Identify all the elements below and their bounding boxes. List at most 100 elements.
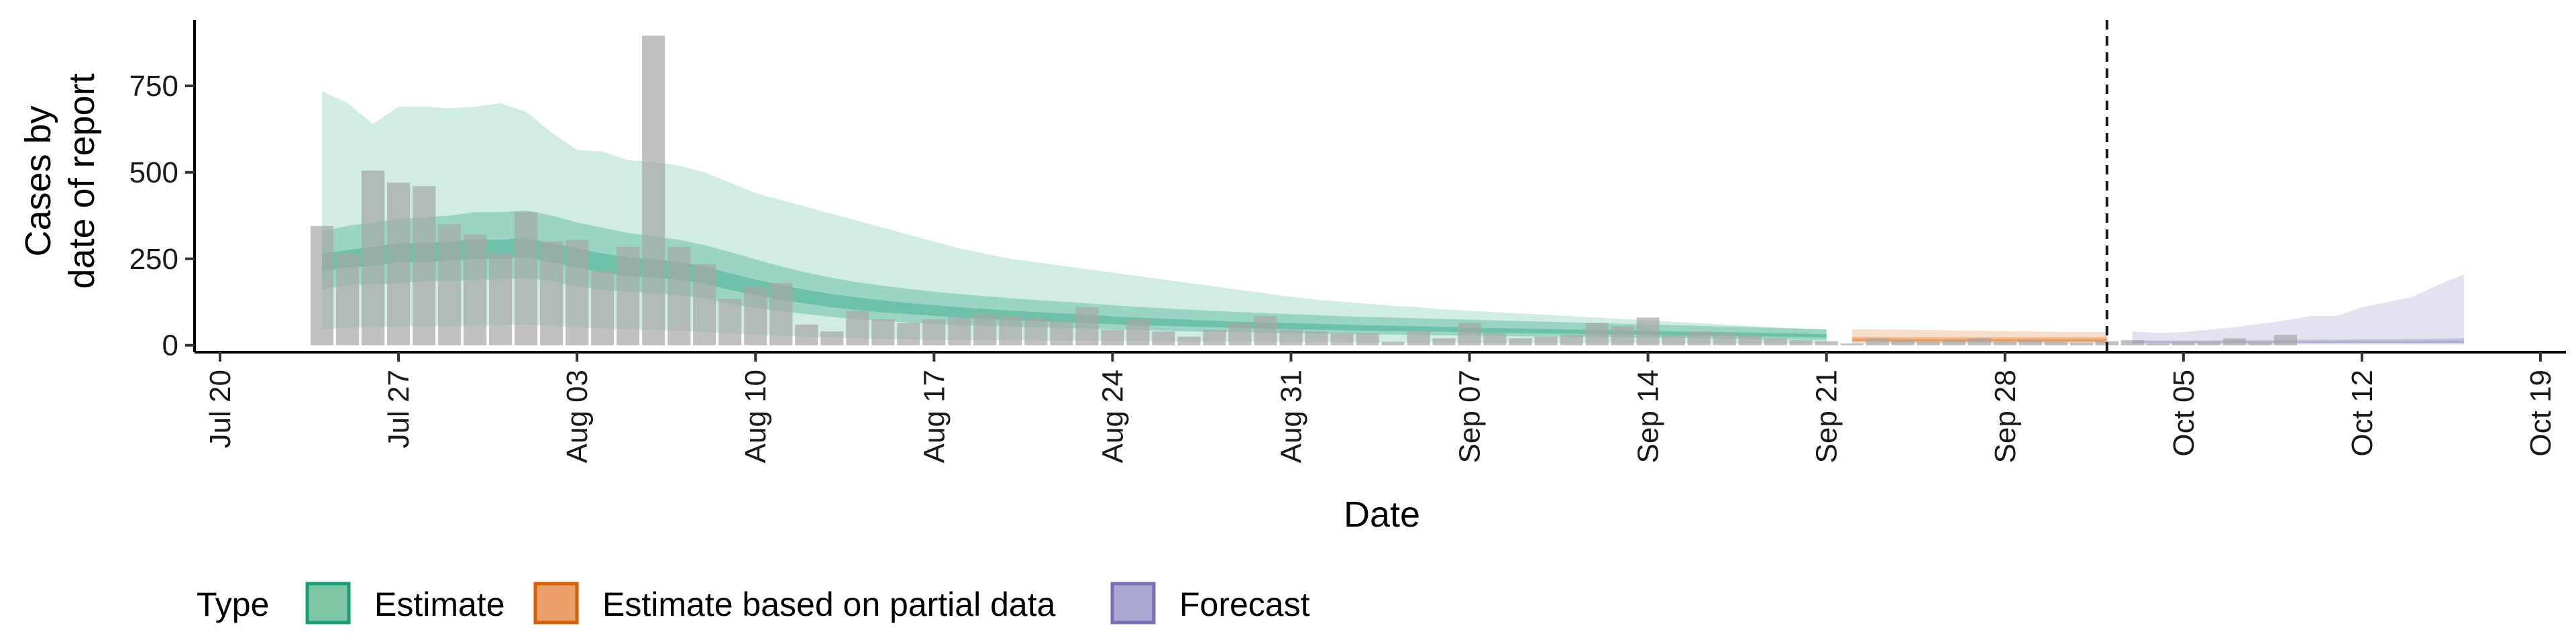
reported-cases-bar <box>540 241 564 345</box>
reported-cases-bar <box>591 270 614 345</box>
y-axis-title-line1: Cases by <box>18 105 58 256</box>
x-tick-label: Aug 31 <box>1275 370 1308 463</box>
reported-cases-bar <box>1509 338 1532 345</box>
reported-cases-bar <box>1101 329 1124 345</box>
legend-label: Estimate <box>374 586 505 623</box>
reported-cases-bar <box>1738 335 1762 345</box>
x-tick-label: Sep 14 <box>1632 370 1665 463</box>
x-tick-label: Sep 07 <box>1454 370 1487 463</box>
reported-cases-bar <box>1662 335 1685 345</box>
reported-cases-bar <box>820 331 844 345</box>
reported-cases-bar <box>948 317 971 345</box>
x-axis-title: Date <box>1344 494 1420 535</box>
reported-cases-bar <box>1432 338 1456 345</box>
reported-cases-bar <box>1152 331 1175 345</box>
y-tick-label: 750 <box>129 70 178 103</box>
x-tick-label: Jul 27 <box>382 370 415 448</box>
reported-cases-bar <box>2171 341 2195 345</box>
reported-cases-bar <box>667 246 691 345</box>
reported-cases-bar <box>336 254 360 345</box>
reported-cases-bar <box>1687 331 1711 345</box>
reported-cases-bar <box>2070 342 2093 345</box>
reported-cases-bar <box>489 254 513 345</box>
x-tick-label: Aug 17 <box>918 370 951 463</box>
x-tick-label: Oct 19 <box>2524 370 2557 457</box>
reported-cases-bar <box>769 282 793 345</box>
x-tick-label: Aug 24 <box>1096 370 1129 463</box>
reported-cases-bar <box>1305 331 1328 345</box>
reported-cases-bar <box>1993 341 2017 345</box>
reported-cases-bar <box>1636 317 1660 345</box>
reported-cases-bar <box>1279 329 1303 345</box>
reported-cases-bar <box>1050 321 1073 345</box>
x-tick-label: Oct 05 <box>2167 370 2200 457</box>
reported-cases-bar <box>362 170 385 345</box>
reported-cases-bar <box>1203 329 1226 345</box>
legend-key <box>305 582 351 625</box>
legend-label: Estimate based on partial data <box>602 586 1056 623</box>
legend-label: Forecast <box>1179 586 1310 623</box>
reported-cases-bar <box>438 224 462 345</box>
reported-cases-bar <box>616 246 640 345</box>
reported-cases-bar <box>1483 333 1507 345</box>
reported-cases-bar <box>1228 323 1252 345</box>
reported-cases-bar <box>795 324 818 345</box>
reported-cases-bar <box>1917 341 1940 345</box>
reported-cases-bar <box>2044 341 2068 345</box>
reported-cases-bar <box>1942 340 1966 345</box>
reported-cases-bar <box>922 319 946 345</box>
reported-cases-bar <box>1254 315 1277 345</box>
reported-cases-bar <box>2121 340 2144 345</box>
x-tick-label: Aug 10 <box>739 370 772 463</box>
reported-cases-bar <box>1840 343 1864 345</box>
legend: Type Estimate Estimate based on partial da… <box>197 582 1310 625</box>
reported-cases-bar <box>1330 333 1354 345</box>
reported-cases-bar <box>2248 341 2271 345</box>
reported-cases-bar <box>566 239 589 345</box>
reported-cases-bar <box>1585 323 1609 345</box>
reported-cases-bar <box>744 286 767 345</box>
x-axis-ticks: Jul 20 Jul 27 Aug 03 Aug 10 Aug 17 Aug 24 Aug … <box>204 352 2557 463</box>
reported-cases-bar <box>1356 333 1379 345</box>
reported-cases-bar <box>973 314 997 345</box>
reported-cases-bar <box>642 36 665 345</box>
reported-cases-bar <box>846 311 869 345</box>
reported-cases-bar <box>413 186 436 345</box>
reported-cases-bar <box>2197 341 2220 345</box>
x-tick-label: Oct 12 <box>2346 370 2379 457</box>
partial-estimate-band-90 <box>1851 329 2107 344</box>
reported-cases-bar <box>1815 341 1838 345</box>
x-tick-label: Sep 28 <box>1989 370 2022 463</box>
legend-key <box>1110 582 1156 625</box>
reported-cases-bar <box>1458 323 1481 345</box>
reported-cases-bar <box>897 323 920 345</box>
reported-cases-bar <box>1075 307 1099 345</box>
y-tick-label: 0 <box>162 329 178 362</box>
reported-cases-bar <box>310 225 334 345</box>
reported-cases-bar <box>1611 326 1634 345</box>
legend-key <box>533 582 579 625</box>
x-tick-label: Aug 03 <box>561 370 594 463</box>
reported-cases-bar <box>515 212 538 345</box>
reported-cases-bar <box>1407 331 1430 345</box>
reported-cases-bar <box>2146 343 2169 345</box>
reported-cases-bar <box>999 315 1022 345</box>
reported-cases-bar <box>387 182 411 345</box>
x-tick-label: Jul 20 <box>204 370 237 448</box>
reported-cases-bar <box>1866 338 1889 345</box>
axes <box>193 20 2566 354</box>
legend-title: Type <box>197 586 269 623</box>
y-tick-label: 500 <box>129 156 178 189</box>
reported-cases-bar <box>1789 340 1813 345</box>
reported-cases-bar <box>693 264 716 345</box>
reported-cases-bar <box>1891 340 1915 345</box>
reported-cases-bar <box>1764 338 1787 345</box>
y-axis-ticks: 0 250 500 750 <box>129 70 195 362</box>
reported-cases-bar <box>1126 319 1150 345</box>
reported-cases-bar <box>1177 336 1201 345</box>
reported-cases-bar <box>718 299 742 345</box>
reported-cases-bar <box>2019 340 2042 345</box>
reported-cases-bar <box>464 234 487 345</box>
reported-cases-bar <box>1534 336 1558 345</box>
